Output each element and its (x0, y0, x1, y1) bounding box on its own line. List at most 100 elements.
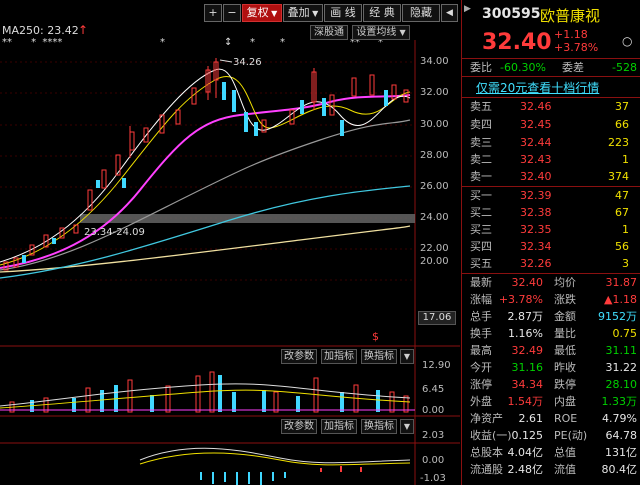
bid-price: 32.34 (520, 240, 552, 253)
ma-up-arrow-icon: ↑ (78, 23, 89, 37)
ma250-line (0, 225, 411, 273)
bid-label: 买二 (470, 206, 492, 219)
weibi-value: -60.30% (500, 61, 546, 74)
stat-value: 2.87万 (507, 310, 544, 323)
shenzhen-connect-button[interactable]: 深股通 (310, 25, 348, 40)
ma60-line (0, 185, 411, 279)
bid-price: 32.26 (520, 257, 552, 270)
stat-value: ▲1.18 (604, 293, 637, 306)
draw-label: 画 (330, 6, 342, 19)
macd-switch-indicator-button[interactable]: 换指标 (361, 419, 397, 434)
bid-row-1: 买一 32.39 47 (462, 187, 640, 204)
ma250-label: MA250: 23.42 (2, 24, 79, 37)
stat-label: 总值 (554, 446, 576, 459)
stat-value: 9152万 (598, 310, 637, 323)
stat-label: 涨跌 (554, 293, 576, 306)
stat-row: 净资产 2.61 ROE 4.79% (462, 410, 640, 427)
stat-value: 32.40 (511, 276, 544, 289)
price-change-pct: +3.78% (554, 41, 599, 54)
ask-label: 卖三 (470, 136, 492, 149)
ask-label: 卖二 (470, 153, 492, 166)
classic-button[interactable]: 经 典 (363, 4, 401, 22)
current-price-tag: 17.06 (418, 311, 456, 325)
bid-volume: 67 (615, 206, 629, 219)
kline-chart-area[interactable]: + − 复权 ▼ 叠加 ▼ 画 线 经 典 隐藏 ◀ MA250: 23.42 … (0, 0, 460, 485)
stat-row: 最新 32.40 均价 31.87 (462, 274, 640, 291)
price-range-band (80, 214, 415, 223)
chart-svg: 34.26 23.34-24.09 $ (0, 40, 460, 485)
axis-label: 24.00 (420, 212, 449, 223)
vol-panel-close-icon[interactable]: ▼ (400, 349, 414, 364)
ask-volume: 1 (622, 153, 629, 166)
stat-value: 64.78 (605, 429, 638, 442)
overlay-label: 叠加 (287, 6, 310, 19)
stat-value: 4.04亿 (507, 446, 544, 459)
adjust-rights-button[interactable]: 复权 ▼ (242, 4, 282, 22)
stat-label: PE(动) (554, 429, 588, 442)
axis-label: 22.00 (420, 243, 449, 254)
stat-value: 0.75 (612, 327, 638, 340)
macd-axis-label: -1.03 (420, 473, 446, 484)
draw-line-button[interactable]: 画 线 (324, 4, 362, 22)
event-marker: * (250, 37, 255, 48)
vol-add-indicator-button[interactable]: 加指标 (321, 349, 357, 364)
axis-label: 26.00 (420, 181, 449, 192)
bid-price: 32.38 (520, 206, 552, 219)
overlay-button[interactable]: 叠加 ▼ (283, 4, 323, 22)
zoom-in-button[interactable]: + (204, 4, 222, 22)
ma-setting-button[interactable]: 设置均线 ▼ (352, 25, 410, 40)
bid-label: 买一 (470, 189, 492, 202)
stat-value: 0.125 (511, 429, 544, 442)
level2-promo-link[interactable]: 仅需20元查看十档行情 (476, 81, 600, 95)
macd-edit-params-button[interactable]: 改参数 (281, 419, 317, 434)
stat-label: 净资产 (470, 412, 503, 425)
watchlist-toggle-icon[interactable]: ○ (622, 34, 633, 48)
macd-add-indicator-button[interactable]: 加指标 (321, 419, 357, 434)
stat-row: 流通股 2.48亿 流值 80.4亿 (462, 461, 640, 478)
stat-row: 总股本 4.04亿 总值 131亿 (462, 444, 640, 461)
stat-value: 1.54万 (507, 395, 544, 408)
stat-value: 1.33万 (601, 395, 638, 408)
stat-label: 金额 (554, 310, 576, 323)
vol-axis-label: 12.90 (422, 360, 451, 371)
stat-label: 涨幅 (470, 293, 492, 306)
bid-row-5: 买五 32.26 3 (462, 255, 640, 272)
vol-switch-indicator-button[interactable]: 换指标 (361, 349, 397, 364)
stat-row: 收益(一) 0.125 PE(动) 64.78 (462, 427, 640, 444)
stat-label: ROE (554, 412, 578, 425)
stat-value: 2.61 (518, 412, 544, 425)
stat-label: 收益(一) (470, 429, 512, 442)
stat-value: 1.16% (508, 327, 543, 340)
bid-volume: 1 (622, 223, 629, 236)
ask-row-5: 卖五 32.46 37 (462, 98, 640, 115)
axis-label: 30.00 (420, 119, 449, 130)
stat-label: 跌停 (554, 378, 576, 391)
hide-button[interactable]: 隐藏 (402, 4, 440, 22)
bid-volume: 47 (615, 189, 629, 202)
ask-row-1: 卖一 32.40 374 (462, 168, 640, 185)
stat-value: 4.79% (602, 412, 637, 425)
vol-edit-params-button[interactable]: 改参数 (281, 349, 317, 364)
collapse-panel-button[interactable]: ◀ (441, 4, 458, 22)
bid-row-4: 买四 32.34 56 (462, 238, 640, 255)
ma20-line (0, 94, 411, 269)
bid-row-2: 买二 32.38 67 (462, 204, 640, 221)
stat-value: 32.49 (511, 344, 544, 357)
weicha-label: 委差 (562, 61, 584, 74)
ma30-line (0, 119, 411, 271)
macd-panel-close-icon[interactable]: ▼ (400, 419, 414, 434)
ask-price: 32.43 (520, 153, 552, 166)
volume-bars (0, 371, 415, 413)
stat-label: 总手 (470, 310, 492, 323)
stat-row: 外盘 1.54万 内盘 1.33万 (462, 393, 640, 410)
stat-row: 最高 32.49 最低 31.11 (462, 342, 640, 359)
ask-price: 32.46 (520, 100, 552, 113)
stat-value: 131亿 (605, 446, 637, 459)
ask-price: 32.45 (520, 118, 552, 131)
ask-volume: 374 (608, 170, 629, 183)
expand-arrow-icon[interactable]: ▶ (464, 4, 471, 14)
zoom-out-button[interactable]: − (223, 4, 241, 22)
stat-value: 31.16 (511, 361, 544, 374)
axis-label: 34.00 (420, 56, 449, 67)
stat-value: +3.78% (498, 293, 543, 306)
